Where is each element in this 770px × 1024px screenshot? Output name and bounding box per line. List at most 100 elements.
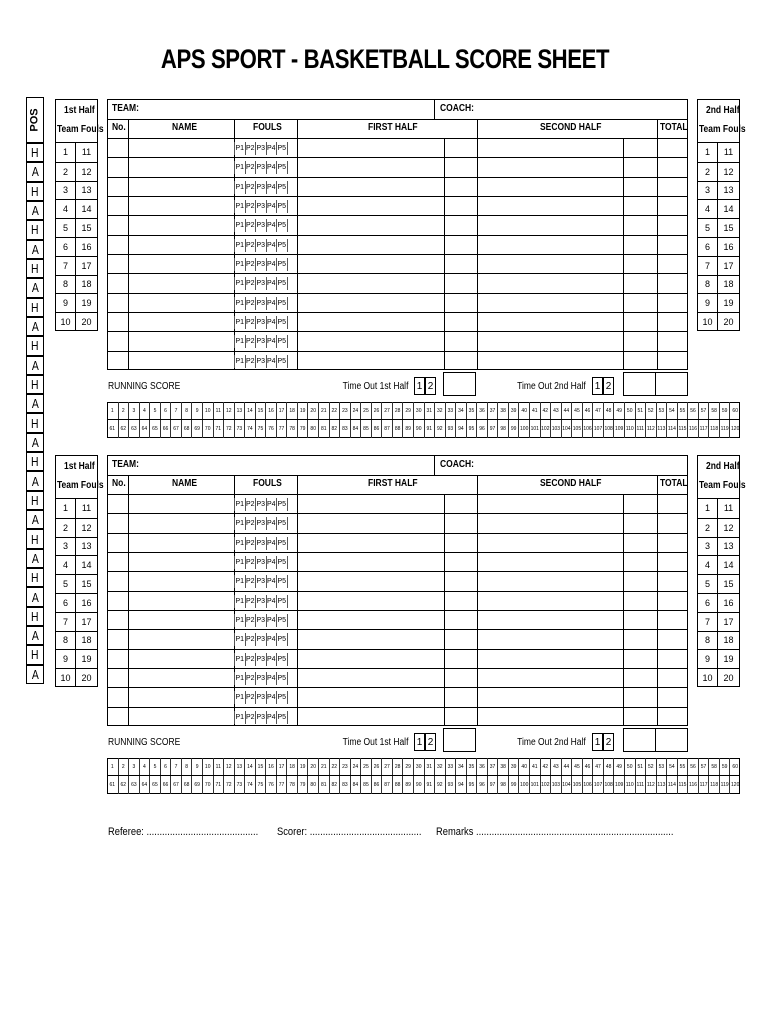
running-score-88[interactable]: 88	[391, 776, 403, 794]
foul-p4-box[interactable]: P4	[265, 142, 277, 155]
foul-p2-box[interactable]: P2	[244, 277, 256, 291]
running-score-115[interactable]: 115	[676, 776, 688, 794]
team-foul-6[interactable]: 6	[697, 593, 718, 612]
running-score-26[interactable]: 26	[370, 402, 382, 419]
running-score-62[interactable]: 62	[117, 776, 129, 794]
running-score-21[interactable]: 21	[318, 402, 329, 419]
foul-extra-box[interactable]	[286, 296, 298, 310]
foul-p3-box[interactable]: P3	[255, 142, 266, 155]
running-score-31[interactable]: 31	[423, 402, 435, 419]
team-foul-4[interactable]: 4	[55, 555, 76, 574]
running-score-72[interactable]: 72	[223, 776, 234, 794]
running-score-70[interactable]: 70	[201, 776, 213, 794]
running-score-30[interactable]: 30	[412, 758, 424, 775]
team-foul-2[interactable]: 2	[697, 161, 718, 181]
running-score-41[interactable]: 41	[529, 402, 540, 419]
team-foul-17[interactable]: 17	[75, 255, 98, 275]
foul-p4-box[interactable]: P4	[265, 238, 277, 252]
team-foul-18[interactable]: 18	[75, 274, 98, 294]
running-score-53[interactable]: 53	[655, 758, 667, 775]
player-row[interactable]	[107, 157, 688, 159]
foul-p2-box[interactable]: P2	[244, 594, 256, 608]
foul-p4-box[interactable]: P4	[265, 180, 277, 194]
running-score-49[interactable]: 49	[613, 402, 624, 419]
team-foul-11[interactable]: 11	[81, 503, 92, 514]
running-score-67[interactable]: 67	[170, 776, 181, 794]
running-score-93[interactable]: 93	[444, 776, 456, 794]
running-score-68[interactable]: 68	[180, 776, 192, 794]
scorer-field[interactable]: Scorer: ................................…	[277, 826, 422, 838]
running-score-76[interactable]: 76	[265, 420, 276, 438]
running-score-4[interactable]: 4	[138, 758, 150, 775]
running-score-65[interactable]: 65	[149, 776, 160, 794]
foul-p4-box[interactable]: P4	[265, 710, 277, 724]
running-score-80[interactable]: 80	[307, 776, 318, 794]
foul-p3-box[interactable]: P3	[255, 335, 266, 349]
running-score-89[interactable]: 89	[402, 420, 413, 438]
running-score-120[interactable]: 120	[729, 776, 740, 794]
foul-p4-box[interactable]: P4	[265, 613, 277, 627]
foul-p2-box[interactable]: P2	[244, 671, 256, 685]
player-row[interactable]	[107, 532, 688, 534]
team-foul-16[interactable]: 16	[717, 593, 740, 612]
foul-p5-box[interactable]: P5	[276, 517, 287, 531]
running-score-3[interactable]: 3	[128, 758, 139, 775]
running-score-77[interactable]: 77	[275, 420, 287, 438]
foul-extra-box[interactable]	[286, 710, 298, 724]
running-score-60[interactable]: 60	[729, 402, 740, 419]
foul-p5-box[interactable]: P5	[276, 180, 287, 194]
running-score-115[interactable]: 115	[676, 420, 688, 438]
running-score-39[interactable]: 39	[507, 758, 519, 775]
foul-p5-box[interactable]: P5	[276, 296, 287, 310]
running-score-116[interactable]: 116	[687, 776, 698, 794]
team-foul-8[interactable]: 8	[55, 630, 76, 650]
running-score-12[interactable]: 12	[223, 402, 234, 419]
running-score-71[interactable]: 71	[212, 776, 224, 794]
running-score-88[interactable]: 88	[391, 420, 403, 438]
foul-p5-box[interactable]: P5	[276, 536, 287, 550]
foul-extra-box[interactable]	[286, 633, 298, 647]
foul-p1-box[interactable]: P1	[234, 199, 245, 213]
running-score-55[interactable]: 55	[676, 758, 688, 775]
team-foul-12[interactable]: 12	[75, 161, 98, 181]
running-score-24[interactable]: 24	[349, 402, 361, 419]
running-score-2[interactable]: 2	[117, 758, 129, 775]
running-score-52[interactable]: 52	[645, 402, 656, 419]
foul-p2-box[interactable]: P2	[244, 613, 256, 627]
running-score-7[interactable]: 7	[170, 758, 181, 775]
foul-p4-box[interactable]: P4	[265, 296, 277, 310]
team-foul-13[interactable]: 13	[75, 536, 98, 556]
foul-p1-box[interactable]: P1	[234, 710, 245, 724]
running-score-7[interactable]: 7	[170, 402, 181, 419]
running-score-90[interactable]: 90	[412, 420, 424, 438]
running-score-41[interactable]: 41	[529, 758, 540, 775]
running-score-43[interactable]: 43	[550, 402, 561, 419]
running-score-76[interactable]: 76	[265, 776, 276, 794]
timeout-box-1[interactable]: 1	[592, 377, 603, 395]
foul-p1-box[interactable]: P1	[234, 613, 245, 627]
running-score-112[interactable]: 112	[645, 776, 656, 794]
foul-p4-box[interactable]: P4	[265, 671, 277, 685]
foul-p1-box[interactable]: P1	[234, 555, 245, 569]
team-foul-19[interactable]: 19	[717, 293, 740, 312]
team-foul-7[interactable]: 7	[55, 611, 76, 631]
foul-p4-box[interactable]: P4	[265, 633, 277, 647]
foul-p4-box[interactable]: P4	[265, 691, 277, 705]
foul-p2-box[interactable]: P2	[244, 652, 256, 666]
running-score-40[interactable]: 40	[518, 758, 529, 775]
running-score-82[interactable]: 82	[328, 420, 340, 438]
player-row[interactable]	[107, 551, 688, 553]
running-score-59[interactable]: 59	[718, 758, 730, 775]
running-score-50[interactable]: 50	[623, 402, 635, 419]
running-score-104[interactable]: 104	[560, 776, 572, 794]
foul-p2-box[interactable]: P2	[244, 219, 256, 233]
foul-p2-box[interactable]: P2	[244, 335, 256, 349]
foul-p5-box[interactable]: P5	[276, 354, 287, 368]
team-foul-13[interactable]: 13	[717, 180, 740, 200]
running-score-38[interactable]: 38	[497, 758, 508, 775]
foul-p4-box[interactable]: P4	[265, 277, 277, 291]
foul-extra-box[interactable]	[286, 536, 298, 550]
coach-name-field[interactable]: COACH:	[440, 103, 474, 114]
running-score-118[interactable]: 118	[708, 420, 719, 438]
foul-p4-box[interactable]: P4	[265, 219, 277, 233]
